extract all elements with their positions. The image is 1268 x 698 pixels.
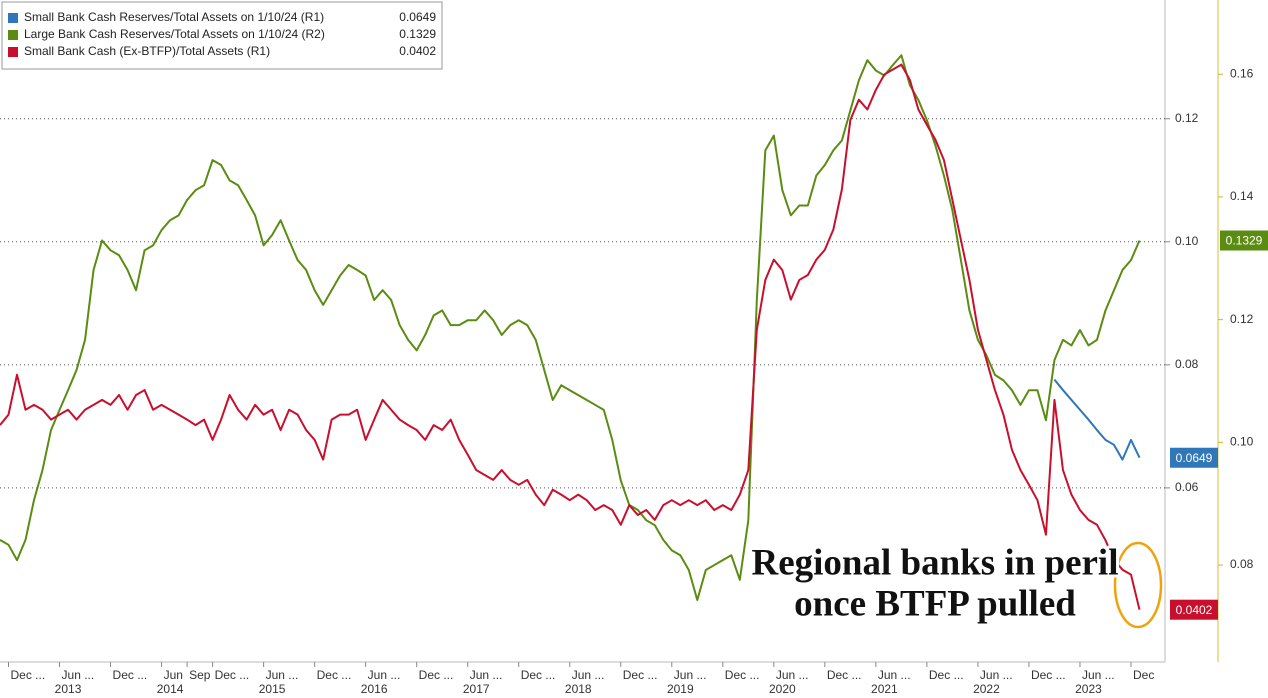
y2-tick-label: 0.08 xyxy=(1230,557,1254,571)
y-tick-label: 0.12 xyxy=(1175,111,1199,125)
value-tag-label: 0.0649 xyxy=(1176,451,1213,465)
value-tag-label: 0.1329 xyxy=(1226,234,1263,248)
x-tick-label: Dec ... xyxy=(725,668,760,682)
annotation: once BTFP pulled xyxy=(794,583,1076,624)
x-tick-label: Jun ... xyxy=(980,668,1013,682)
x-tick-label: Jun ... xyxy=(878,668,911,682)
x-tick-label: Dec ... xyxy=(623,668,658,682)
x-tick-label: Dec ... xyxy=(11,668,46,682)
x-year-label: 2013 xyxy=(55,682,82,696)
x-year-label: 2022 xyxy=(973,682,1000,696)
x-tick-label: Jun ... xyxy=(266,668,299,682)
axes: 0.06 0.08 0.10 0.12 0.08 0.10 0.12 0.14 0.16 Dec … xyxy=(8,66,1268,696)
x-year-label: 2014 xyxy=(157,682,184,696)
x-tick-label: Dec ... xyxy=(929,668,964,682)
legend-value: 0.0649 xyxy=(399,10,436,24)
x-tick-label: Dec ... xyxy=(827,668,862,682)
x-tick-label: Dec ... xyxy=(113,668,148,682)
value-tag-label: 0.0402 xyxy=(1176,603,1213,617)
x-year-label: 2015 xyxy=(259,682,286,696)
y2-tick-label: 0.16 xyxy=(1230,66,1254,80)
x-tick-label: Jun ... xyxy=(572,668,605,682)
legend-box xyxy=(1,1,443,70)
value-tag xyxy=(1220,230,1268,251)
legend-swatch xyxy=(8,47,18,57)
y2-tick-label: 0.12 xyxy=(1230,312,1254,326)
legend-label: Small Bank Cash (Ex-BTFP)/Total Assets (… xyxy=(24,44,270,58)
series-line xyxy=(0,63,1141,610)
x-year-label: 2020 xyxy=(769,682,796,696)
legend-swatch xyxy=(8,30,18,40)
y-tick-label: 0.06 xyxy=(1175,480,1199,494)
legend-value: 0.1329 xyxy=(399,27,436,41)
x-tick-label: Jun ... xyxy=(674,668,707,682)
y2-tick-label: 0.14 xyxy=(1230,189,1254,203)
x-tick-label: Dec ... xyxy=(419,668,454,682)
x-year-label: 2018 xyxy=(565,682,592,696)
x-tick-label: Jun ... xyxy=(1082,668,1115,682)
x-tick-label: Dec ... xyxy=(317,668,352,682)
highlight-ellipse xyxy=(1113,541,1163,629)
x-year-label: 2021 xyxy=(871,682,898,696)
x-tick-label: Dec ... xyxy=(521,668,556,682)
x-year-label: 2017 xyxy=(463,682,490,696)
x-tick-label: Jun ... xyxy=(470,668,503,682)
value-tag xyxy=(1170,447,1218,468)
x-tick-label: Jun ... xyxy=(776,668,809,682)
series-line xyxy=(0,54,1141,602)
legend-swatch xyxy=(8,13,18,23)
y-tick-label: 0.08 xyxy=(1175,357,1199,371)
x-tick-label: Jun ... xyxy=(62,668,95,682)
annotation: Regional banks in peril xyxy=(751,542,1118,583)
x-tick-label: Jun xyxy=(164,668,183,682)
x-year-label: 2016 xyxy=(361,682,388,696)
value-tag xyxy=(1170,599,1218,620)
legend-label: Small Bank Cash Reserves/Total Assets on… xyxy=(24,10,324,24)
legend-value: 0.0402 xyxy=(399,44,436,58)
x-year-label: 2019 xyxy=(667,682,694,696)
legend: Small Bank Cash Reserves/Total Assets on… xyxy=(1,1,443,70)
y2-tick-label: 0.10 xyxy=(1230,435,1254,449)
y-tick-label: 0.10 xyxy=(1175,234,1199,248)
legend-label: Large Bank Cash Reserves/Total Assets on… xyxy=(24,27,325,41)
x-tick-label: Dec ... xyxy=(215,668,250,682)
x-tick-label: Sep xyxy=(189,668,211,682)
x-tick-label: Dec xyxy=(1133,668,1154,682)
x-tick-label: Dec ... xyxy=(1031,668,1066,682)
x-year-label: 2023 xyxy=(1075,682,1102,696)
series-line xyxy=(1053,378,1141,461)
x-tick-label: Jun ... xyxy=(368,668,401,682)
plot-lines xyxy=(0,54,1141,610)
